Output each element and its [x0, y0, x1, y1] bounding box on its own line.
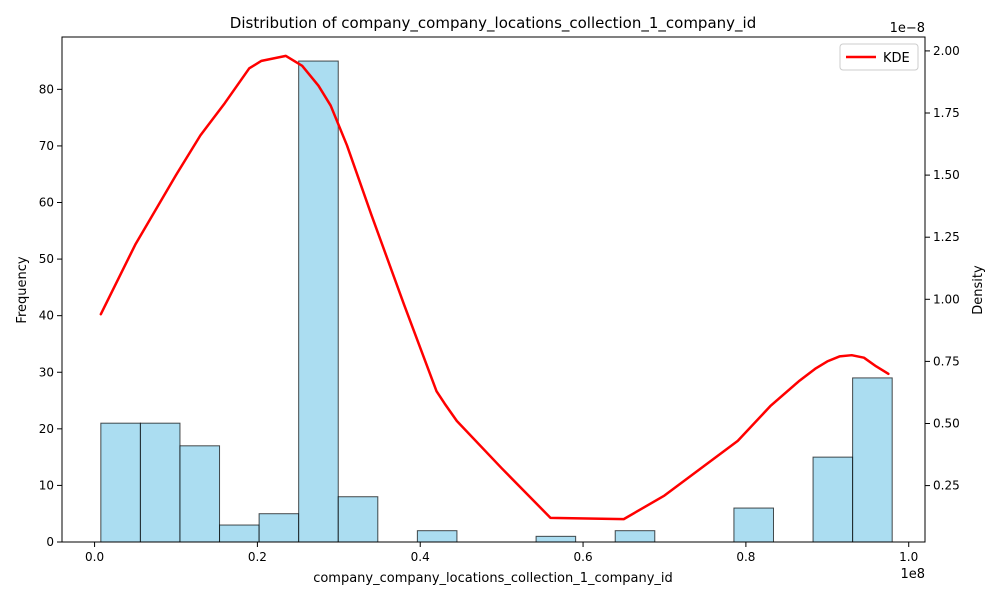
y-tick-label: 20 — [39, 422, 54, 436]
x-tick-label: 0.8 — [736, 550, 755, 564]
legend-kde-label: KDE — [883, 51, 910, 66]
y-tick-label: 40 — [39, 309, 54, 323]
histogram-bar — [535, 535, 577, 543]
y-tick-label: 60 — [39, 196, 54, 210]
histogram-bar — [812, 456, 854, 543]
y-axis-right: 0.25 0.50 0.75 1.00 1.25 1.50 1.75 2.00 — [925, 44, 960, 493]
x-tick-label: 0.4 — [411, 550, 430, 564]
x-axis: 0.0 0.2 0.4 0.6 0.8 1.0 — [85, 542, 918, 564]
y-axis-left: 0 10 20 30 40 50 60 70 80 — [39, 82, 62, 549]
x-tick-label: 0.0 — [85, 550, 104, 564]
histogram-bar — [179, 445, 221, 543]
legend-box — [839, 43, 919, 71]
y2-tick-label: 1.00 — [933, 292, 960, 306]
y2-tick-label: 1.75 — [933, 106, 960, 120]
x-tick-label: 1.0 — [899, 550, 918, 564]
y-tick-label: 80 — [39, 82, 54, 96]
legend: KDE — [839, 43, 919, 71]
histogram-bar — [258, 513, 300, 543]
y2-axis-offset-text: 1e−8 — [890, 21, 925, 36]
y-tick-label: 10 — [39, 478, 54, 492]
y2-tick-label: 1.25 — [933, 230, 960, 244]
histogram-bar — [416, 530, 458, 543]
chart-title: Distribution of company_company_location… — [230, 14, 756, 33]
histogram-bar — [139, 422, 181, 543]
histogram-bar — [219, 524, 260, 543]
y2-tick-label: 0.50 — [933, 416, 960, 430]
y-tick-label: 70 — [39, 139, 54, 153]
histogram-bar — [733, 507, 774, 543]
y2-tick-label: 2.00 — [933, 44, 960, 58]
kde-line — [99, 54, 890, 521]
y2-axis-label: Density — [971, 265, 986, 315]
y-tick-label: 0 — [46, 535, 54, 549]
x-axis-label: company_company_locations_collection_1_c… — [313, 571, 673, 586]
histogram-bar — [852, 377, 893, 543]
histogram-bar — [337, 496, 379, 543]
x-axis-offset-text: 1e8 — [900, 567, 925, 582]
plot-area-frame — [61, 36, 926, 543]
y-tick-label: 50 — [39, 252, 54, 266]
y2-tick-label: 0.75 — [933, 354, 960, 368]
kde-series — [99, 54, 890, 521]
y2-tick-label: 1.50 — [933, 168, 960, 182]
y-tick-label: 30 — [39, 365, 54, 379]
histogram-bar — [298, 60, 339, 543]
y-axis-label: Frequency — [15, 256, 30, 323]
x-tick-label: 0.2 — [248, 550, 267, 564]
x-tick-label: 0.6 — [574, 550, 593, 564]
histogram-bars — [100, 60, 893, 543]
y2-tick-label: 0.25 — [933, 479, 960, 493]
histogram-bar — [614, 530, 656, 543]
histogram-bar — [100, 422, 141, 543]
